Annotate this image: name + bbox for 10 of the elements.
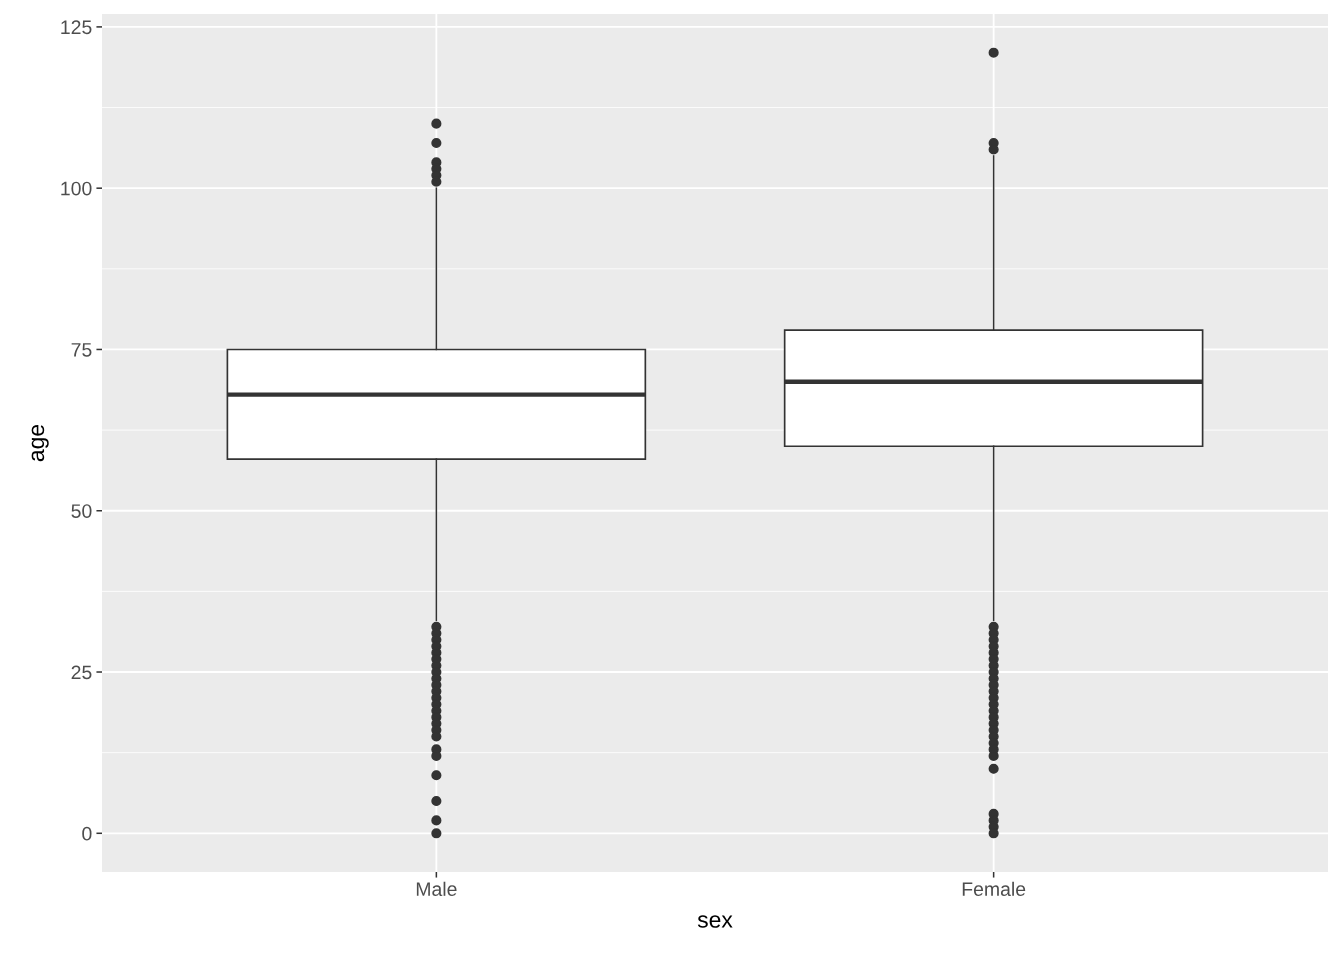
y-tick-label: 125 [61, 20, 92, 35]
x-tick-label: Female [962, 881, 1026, 896]
y-tick-label: 75 [71, 343, 92, 357]
y-tick-label: 0 [82, 826, 92, 841]
y-tick-label: 25 [71, 665, 92, 680]
y-tick-label: 100 [61, 181, 92, 196]
y-axis-title: age [31, 424, 49, 462]
y-tick-label: 50 [71, 504, 92, 518]
x-tick-label: Male [416, 881, 457, 896]
x-axis-title: sex [697, 915, 733, 928]
